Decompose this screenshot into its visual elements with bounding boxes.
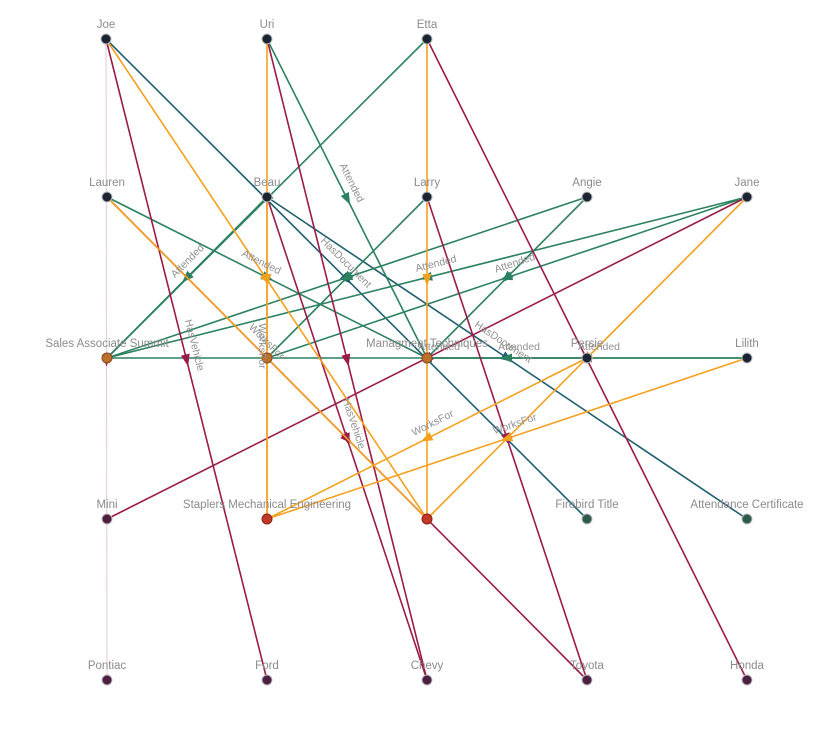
node-label-chevy: Chevy bbox=[411, 660, 444, 672]
edge-label-beau-sme: WorksFor bbox=[256, 323, 268, 369]
edge-label-uri-mt: Attended bbox=[337, 161, 367, 204]
node-label-pontiac: Pontiac bbox=[88, 660, 127, 672]
edge-label-persie-mt: Attended bbox=[498, 341, 540, 353]
edge-arrow-attended-icon bbox=[500, 271, 514, 281]
node-mini[interactable] bbox=[101, 513, 113, 525]
node-label-ac: Attendance Certificate bbox=[690, 499, 803, 511]
edge-arrow-hasvehicle-icon bbox=[341, 353, 351, 367]
edge-arrow-attended-icon bbox=[342, 270, 354, 283]
node-company2[interactable] bbox=[421, 513, 433, 525]
node-angie[interactable] bbox=[581, 191, 593, 203]
node-lilith[interactable] bbox=[741, 352, 753, 364]
node-lauren[interactable] bbox=[101, 191, 113, 203]
node-etta[interactable] bbox=[421, 33, 433, 45]
node-label-sas: Sales Associate Summit bbox=[45, 338, 169, 350]
node-event2[interactable] bbox=[261, 352, 273, 364]
node-label-sme: Staplers Mechanical Engineering bbox=[183, 499, 351, 511]
node-label-uri: Uri bbox=[260, 19, 275, 31]
edge-label-lilith-mt: Attended bbox=[578, 341, 620, 353]
node-mt[interactable] bbox=[421, 352, 433, 364]
node-honda[interactable] bbox=[741, 674, 753, 686]
node-label-lauren: Lauren bbox=[89, 177, 125, 189]
edge-label-persie-sme: WorksFor bbox=[410, 408, 456, 439]
node-sas[interactable] bbox=[101, 352, 113, 364]
node-label-persie: Persie bbox=[571, 338, 604, 350]
node-label-ft: Firebird Title bbox=[555, 499, 618, 511]
node-label-lilith: Lilith bbox=[735, 338, 759, 350]
node-larry[interactable] bbox=[421, 191, 433, 203]
edge-label-lauren-mt: Attended bbox=[240, 248, 283, 278]
node-persie[interactable] bbox=[581, 352, 593, 364]
node-label-mt: Managment Techniques bbox=[366, 338, 488, 350]
edge-arrow-hasvehicle-icon bbox=[180, 353, 190, 367]
node-label-beau: Beau bbox=[254, 177, 281, 189]
node-beau[interactable] bbox=[261, 191, 273, 203]
node-label-etta: Etta bbox=[417, 19, 438, 31]
node-label-jane: Jane bbox=[735, 177, 760, 189]
edge-arrow-attended-icon bbox=[340, 192, 351, 205]
node-label-angie: Angie bbox=[572, 177, 601, 189]
node-label-joe: Joe bbox=[97, 19, 116, 31]
node-label-larry: Larry bbox=[414, 177, 440, 189]
node-ac[interactable] bbox=[741, 513, 753, 525]
node-label-mini: Mini bbox=[96, 499, 117, 511]
node-ford[interactable] bbox=[261, 674, 273, 686]
node-toyota[interactable] bbox=[581, 674, 593, 686]
node-label-toyota: Toyota bbox=[570, 660, 604, 672]
node-sme[interactable] bbox=[261, 513, 273, 525]
edge-arrow-worksfor-icon bbox=[259, 272, 271, 285]
node-chevy[interactable] bbox=[421, 674, 433, 686]
edge-label-lilith-sas: Attended bbox=[418, 341, 460, 353]
edge-arrow-worksfor-icon bbox=[422, 274, 432, 286]
node-label-ford: Ford bbox=[255, 660, 279, 672]
node-uri[interactable] bbox=[261, 33, 273, 45]
node-ft[interactable] bbox=[581, 513, 593, 525]
node-joe[interactable] bbox=[100, 33, 112, 45]
node-label-honda: Honda bbox=[730, 660, 764, 672]
node-jane[interactable] bbox=[741, 191, 753, 203]
node-pontiac[interactable] bbox=[101, 674, 113, 686]
